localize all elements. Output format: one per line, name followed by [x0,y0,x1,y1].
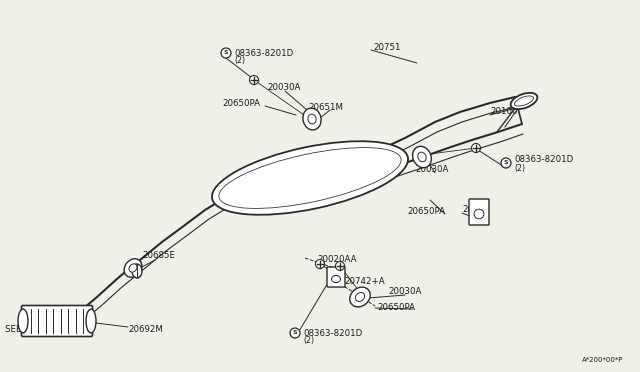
Text: 08363-8201D: 08363-8201D [234,48,293,58]
Text: 20030A: 20030A [415,166,449,174]
Text: 20650PA: 20650PA [407,208,445,217]
Text: 20751: 20751 [373,42,401,51]
Text: S: S [292,330,298,336]
Ellipse shape [221,48,231,58]
Ellipse shape [18,309,28,333]
Ellipse shape [129,264,137,272]
Text: 20030A: 20030A [388,288,421,296]
Ellipse shape [511,93,538,109]
Ellipse shape [290,328,300,338]
Text: 20692M: 20692M [128,326,163,334]
Text: (2): (2) [303,337,314,346]
Ellipse shape [308,114,316,124]
Ellipse shape [303,108,321,130]
Ellipse shape [355,292,365,301]
Ellipse shape [212,141,408,215]
Text: 20651M: 20651M [308,103,343,112]
Text: A*200*00*P: A*200*00*P [582,357,623,363]
FancyBboxPatch shape [22,305,93,337]
Text: 20100: 20100 [490,108,518,116]
Ellipse shape [132,264,142,278]
Text: 20742: 20742 [462,205,490,215]
Ellipse shape [124,259,142,277]
Ellipse shape [501,158,511,168]
Ellipse shape [418,152,426,162]
Text: 20685E: 20685E [142,250,175,260]
Text: S: S [224,51,228,55]
Text: 20020AA: 20020AA [317,256,356,264]
Text: S: S [504,160,508,166]
Text: 08363-8201D: 08363-8201D [514,155,573,164]
Text: 08363-8201D: 08363-8201D [303,328,362,337]
Text: SEE SEC.208: SEE SEC.208 [5,326,60,334]
Text: 20030A: 20030A [267,83,300,92]
Ellipse shape [250,76,259,84]
Ellipse shape [335,262,344,270]
Ellipse shape [413,146,431,168]
Text: 20650PA: 20650PA [222,99,260,108]
FancyBboxPatch shape [327,267,345,287]
Ellipse shape [472,144,481,153]
FancyBboxPatch shape [469,199,489,225]
Ellipse shape [316,260,324,269]
Ellipse shape [86,309,96,333]
Text: 20742+A: 20742+A [344,278,385,286]
Ellipse shape [350,287,370,307]
Text: 20650PA: 20650PA [377,302,415,311]
Text: (2): (2) [514,164,525,173]
Text: (2): (2) [234,57,245,65]
